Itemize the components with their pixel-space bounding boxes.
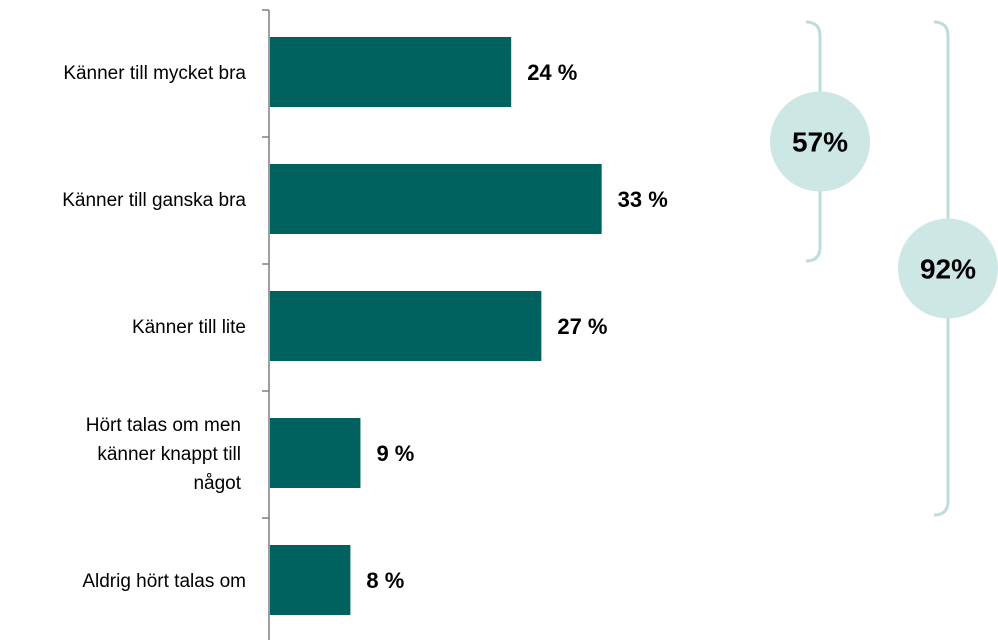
group-total-label: 57% bbox=[792, 127, 848, 158]
value-labels: 24 % 33 % 27 % 9 % 8 % bbox=[366, 60, 667, 593]
bars-group bbox=[270, 37, 602, 615]
value-label: 9 % bbox=[376, 441, 414, 466]
group-brackets: 57% 92% bbox=[770, 20, 998, 517]
value-label: 33 % bbox=[618, 187, 668, 212]
group-total-label: 92% bbox=[920, 254, 976, 285]
group-total-bubble bbox=[898, 218, 998, 319]
value-label: 27 % bbox=[557, 314, 607, 339]
category-label: Hört talas om men känner knappt till något bbox=[86, 415, 242, 494]
bar bbox=[270, 37, 512, 107]
group-total-bubble bbox=[770, 91, 870, 192]
category-label: Aldrig hört talas om bbox=[82, 571, 246, 592]
category-label: Känner till lite bbox=[132, 317, 246, 338]
bar bbox=[270, 418, 361, 488]
bar bbox=[270, 545, 351, 615]
category-axis bbox=[262, 9, 270, 640]
bar bbox=[270, 164, 602, 234]
value-label: 24 % bbox=[527, 60, 577, 85]
bar bbox=[270, 291, 542, 361]
category-label: Känner till mycket bra bbox=[63, 63, 246, 84]
value-label: 8 % bbox=[366, 568, 404, 593]
category-label: Känner till ganska bra bbox=[62, 190, 246, 211]
category-labels: Känner till mycket bra Känner till ganska… bbox=[62, 63, 246, 592]
